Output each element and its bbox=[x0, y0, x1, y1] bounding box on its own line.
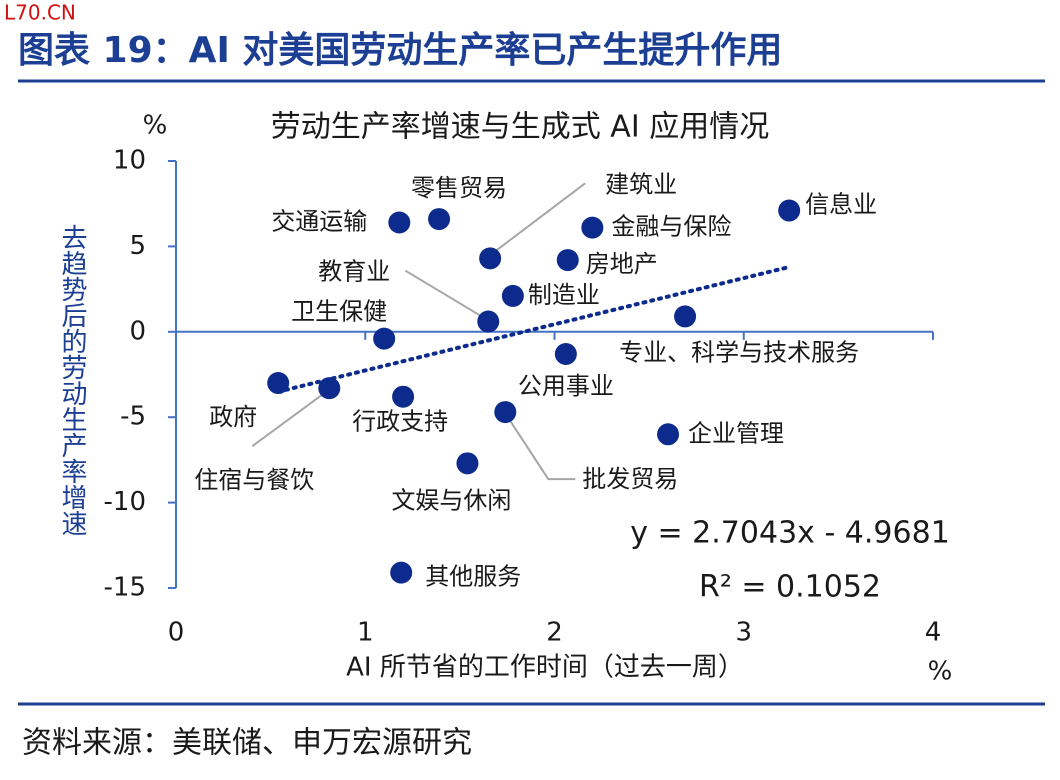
point-label: 批发贸易 bbox=[582, 465, 678, 493]
y-tick-label: 10 bbox=[113, 146, 146, 176]
point bbox=[456, 452, 479, 475]
point-label: 信息业 bbox=[805, 191, 877, 219]
point-label: 专业、科学与技术服务 bbox=[619, 338, 859, 366]
point bbox=[581, 216, 604, 239]
point bbox=[674, 305, 697, 328]
point bbox=[494, 401, 517, 424]
point-label: 零售贸易 bbox=[411, 174, 507, 202]
point-label: 建筑业 bbox=[605, 170, 677, 198]
y-tick-label: 0 bbox=[129, 316, 146, 346]
leader-line bbox=[251, 392, 325, 447]
point-label: 教育业 bbox=[318, 258, 390, 286]
y-tick-label: -10 bbox=[104, 487, 146, 517]
point-label: 金融与保险 bbox=[611, 213, 731, 241]
y-tick-label: 5 bbox=[129, 231, 146, 261]
point-label: 行政支持 bbox=[352, 408, 448, 436]
point bbox=[373, 327, 396, 350]
y-unit: % bbox=[143, 111, 168, 141]
point bbox=[390, 561, 413, 584]
point-label: 制造业 bbox=[528, 281, 600, 309]
leader-line bbox=[404, 269, 481, 317]
x-axis-label: AI 所节省的工作时间（过去一周） bbox=[346, 653, 744, 683]
point bbox=[554, 343, 577, 366]
point bbox=[477, 310, 500, 333]
source: 资料来源：美联储、申万宏源研究 bbox=[22, 726, 472, 761]
point bbox=[318, 377, 341, 400]
y-axis-label: 去趋势后的劳动生产率增速 bbox=[57, 224, 87, 536]
point bbox=[267, 372, 290, 395]
point bbox=[388, 211, 411, 234]
trendline bbox=[276, 265, 792, 394]
point-label: 住宿与餐饮 bbox=[194, 466, 314, 494]
point bbox=[556, 249, 579, 272]
x-tick-label: 3 bbox=[735, 618, 752, 648]
point bbox=[428, 208, 451, 231]
x-unit: % bbox=[928, 657, 953, 687]
page-title: 图表 19：AI 对美国劳动生产率已产生提升作用 bbox=[18, 30, 782, 71]
x-tick-label: 1 bbox=[357, 618, 374, 648]
point-label: 卫生保健 bbox=[291, 298, 387, 326]
trend-equation: y = 2.7043x - 4.9681 bbox=[630, 516, 950, 551]
point bbox=[479, 247, 502, 270]
leader-line bbox=[494, 182, 586, 253]
point-label: 文娱与休闲 bbox=[391, 486, 511, 514]
y-tick-label: -15 bbox=[104, 573, 146, 603]
y-tick-label: -5 bbox=[120, 402, 146, 432]
point-label: 房地产 bbox=[586, 250, 658, 278]
point-label: 其他服务 bbox=[425, 563, 521, 591]
point bbox=[657, 423, 680, 446]
x-tick-label: 2 bbox=[546, 618, 563, 648]
point-label: 政府 bbox=[209, 403, 257, 431]
point-label: 企业管理 bbox=[688, 419, 784, 447]
leader-line bbox=[509, 420, 576, 481]
chart-title: 劳动生产率增速与生成式 AI 应用情况 bbox=[271, 110, 769, 145]
point bbox=[778, 199, 801, 222]
point bbox=[392, 385, 415, 408]
point bbox=[501, 284, 524, 307]
point-label: 交通运输 bbox=[271, 207, 367, 235]
watermark: L70.CN bbox=[4, 1, 76, 25]
x-tick-label: 4 bbox=[925, 618, 942, 648]
point-label: 公用事业 bbox=[518, 372, 614, 400]
r-squared: R² = 0.1052 bbox=[699, 570, 881, 605]
x-tick-label: 0 bbox=[168, 618, 185, 648]
